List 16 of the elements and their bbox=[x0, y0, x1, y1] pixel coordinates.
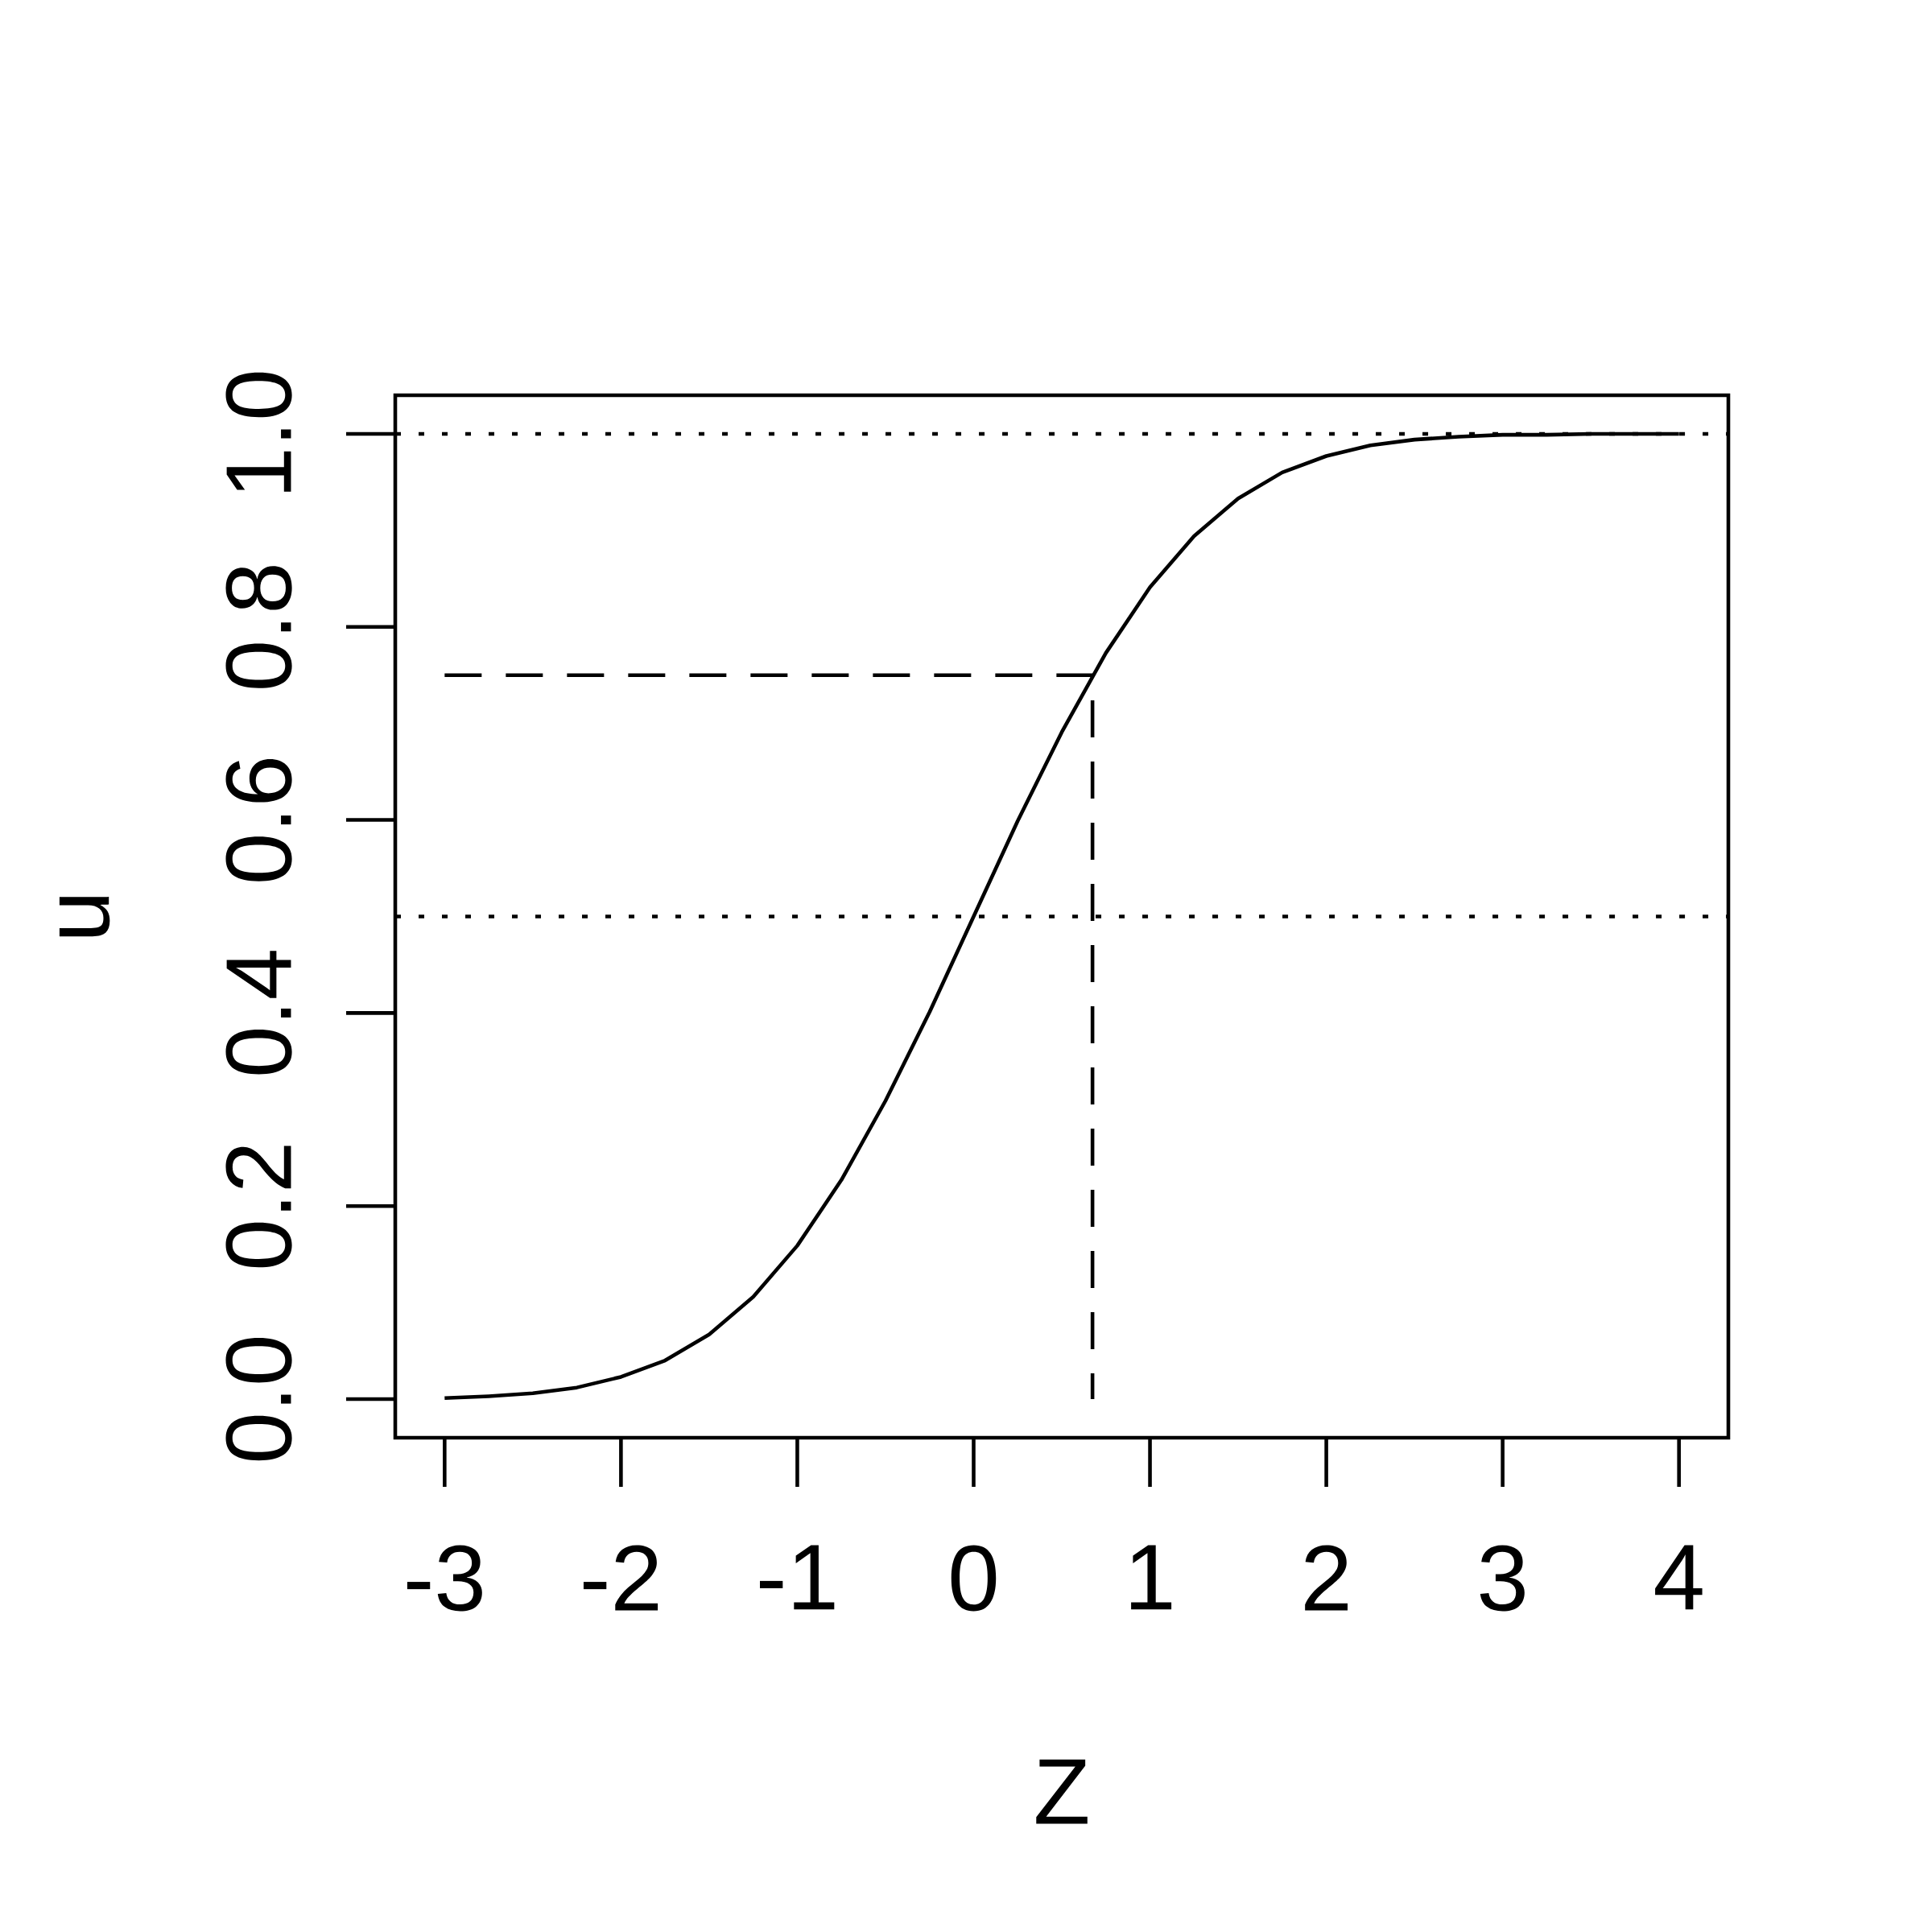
x-tick-label: -2 bbox=[583, 1545, 658, 1611]
x-tick-label: 4 bbox=[1655, 1545, 1703, 1610]
x-axis-title: Z bbox=[1036, 1759, 1088, 1824]
y-tick-label: 1.0 bbox=[225, 372, 292, 492]
x-tick-label: 2 bbox=[1305, 1545, 1348, 1611]
x-tick-label: 3 bbox=[1480, 1545, 1525, 1612]
y-axis-title: u bbox=[59, 896, 110, 937]
x-tick-label: 1 bbox=[1131, 1545, 1172, 1610]
y-tick-label: 0.4 bbox=[225, 951, 292, 1075]
y-tick-label: 0.2 bbox=[225, 1146, 292, 1268]
y-tick-label: 0.8 bbox=[225, 566, 292, 688]
y-tick-label: 0.6 bbox=[225, 759, 292, 881]
y-tick-label: 0.0 bbox=[225, 1337, 292, 1461]
x-tick-label: -3 bbox=[407, 1545, 482, 1612]
x-tick-label: -1 bbox=[760, 1545, 835, 1610]
x-tick-label: 0 bbox=[951, 1545, 997, 1612]
